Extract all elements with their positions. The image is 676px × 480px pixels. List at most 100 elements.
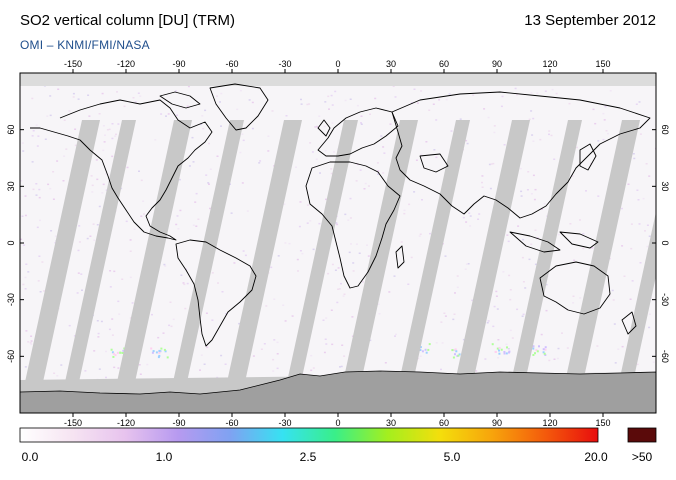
speckle (104, 134, 106, 136)
so2-pixel (419, 346, 422, 349)
speckle (41, 261, 44, 263)
speckle (330, 309, 333, 311)
speckle (276, 341, 279, 344)
speckle (151, 313, 153, 316)
speckle (440, 321, 443, 323)
speckle (39, 219, 41, 222)
speckle (612, 299, 615, 301)
lon-tick-label: -60 (225, 418, 238, 428)
speckle (140, 179, 143, 182)
speckle (52, 198, 55, 200)
speckle (352, 270, 355, 272)
speckle (582, 247, 585, 250)
speckle (418, 235, 421, 237)
speckle (220, 92, 223, 95)
colorbar-label: 5.0 (443, 450, 461, 464)
speckle (115, 133, 117, 136)
so2-pixel (496, 347, 499, 350)
speckle (44, 138, 47, 140)
speckle (68, 324, 71, 327)
so2-pixel (158, 351, 161, 354)
lon-tick-label: -120 (117, 59, 135, 69)
speckle (310, 354, 313, 357)
speckle (106, 129, 109, 131)
so2-pixel (505, 352, 508, 355)
speckle (395, 333, 397, 336)
speckle (123, 105, 126, 108)
speckle (331, 104, 334, 106)
speckle (251, 127, 254, 130)
speckle (199, 330, 202, 332)
speckle (540, 208, 543, 210)
speckle (413, 191, 416, 193)
speckle (348, 251, 351, 254)
speckle (621, 245, 624, 247)
speckle (207, 182, 210, 184)
speckle (633, 157, 636, 160)
speckle (325, 343, 328, 345)
speckle (89, 235, 92, 237)
speckle (184, 307, 187, 310)
speckle (492, 325, 495, 328)
speckle (548, 130, 551, 132)
speckle (242, 139, 245, 142)
speckle (374, 97, 377, 100)
speckle (522, 313, 525, 316)
speckle (341, 344, 344, 346)
so2-pixel (503, 351, 506, 353)
speckle (84, 370, 87, 372)
speckle (524, 287, 527, 289)
speckle (591, 247, 594, 249)
speckle (209, 207, 211, 210)
speckle (74, 128, 77, 130)
so2-pixel (428, 343, 431, 346)
speckle (205, 312, 208, 314)
no-data-swaths (20, 120, 656, 405)
speckle (328, 108, 330, 110)
speckle (605, 130, 608, 132)
no-data-swath (560, 120, 640, 405)
speckle (242, 250, 245, 252)
speckle (403, 212, 406, 215)
speckle (520, 195, 523, 197)
speckle (555, 92, 558, 95)
speckle (201, 115, 204, 117)
lat-tick-label: -30 (6, 293, 16, 306)
speckle (369, 113, 371, 115)
so2-pixel (160, 347, 163, 350)
speckle (475, 370, 478, 372)
speckle (32, 188, 35, 191)
speckle (118, 313, 121, 315)
speckle (323, 125, 326, 128)
speckle (113, 366, 116, 369)
speckle (638, 223, 641, 225)
speckle (566, 347, 569, 349)
speckle (167, 113, 170, 115)
so2-pixel (454, 353, 456, 356)
speckle (221, 291, 224, 293)
lon-tick-label: 60 (439, 418, 449, 428)
speckle (86, 237, 89, 240)
speckle (487, 116, 490, 119)
speckle (367, 255, 370, 257)
lon-tick-label: 90 (492, 59, 502, 69)
speckle (314, 126, 317, 128)
speckle (388, 291, 391, 293)
speckle (467, 263, 470, 265)
so2-pixel (122, 349, 125, 352)
speckle (35, 194, 38, 196)
speckle (551, 88, 554, 91)
speckle (444, 255, 447, 257)
speckle (63, 119, 66, 121)
so2-pixel (508, 350, 511, 353)
speckle (267, 135, 270, 137)
speckle (648, 326, 651, 329)
no-data-swath (338, 120, 418, 405)
so2-pixel (112, 355, 115, 358)
speckle (54, 235, 57, 237)
speckle (284, 242, 287, 244)
speckle (30, 335, 33, 337)
speckle (642, 197, 645, 200)
speckle (117, 367, 120, 369)
speckle (72, 92, 75, 95)
